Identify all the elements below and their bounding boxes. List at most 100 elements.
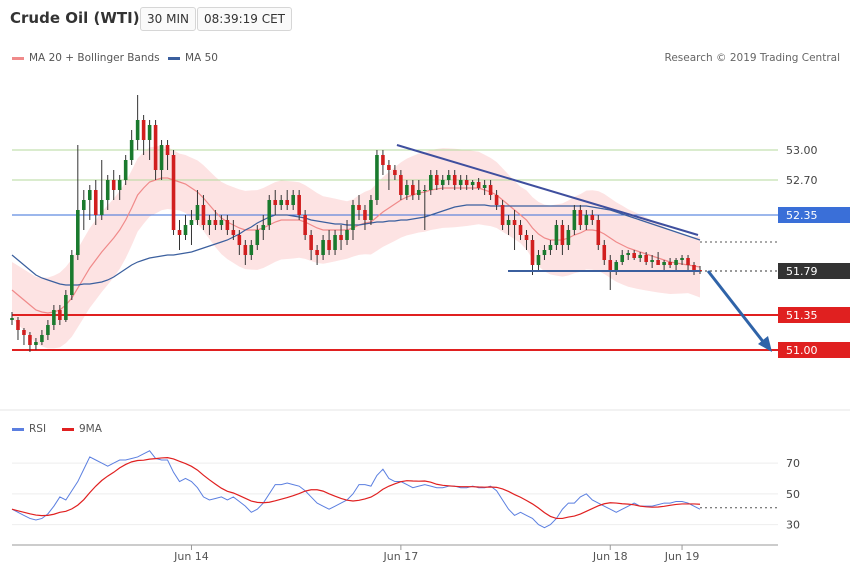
- candle-body: [273, 200, 278, 205]
- candle-body: [686, 258, 690, 265]
- forecast-arrow: [706, 270, 770, 349]
- candle-body: [255, 230, 260, 245]
- ma50-swatch: [168, 56, 180, 60]
- candle-body: [309, 235, 313, 250]
- candle-body: [375, 155, 379, 200]
- candle-body: [363, 210, 367, 220]
- candle-body: [440, 180, 445, 185]
- ma20-swatch: [12, 56, 24, 60]
- candle-body: [111, 180, 116, 190]
- candle-body: [28, 335, 32, 345]
- candle-body: [141, 120, 146, 140]
- candle-body: [153, 125, 158, 170]
- candle-body: [423, 190, 427, 191]
- candle-body: [530, 240, 535, 265]
- candle-body: [692, 265, 696, 270]
- candle-body: [602, 245, 607, 260]
- legend-9ma-label: 9MA: [79, 423, 102, 435]
- legend-ma50: MA 50: [168, 52, 218, 64]
- candle-body: [147, 125, 152, 140]
- candle-body: [494, 195, 499, 205]
- rsi-ma9-line: [11, 457, 701, 520]
- candle-body: [542, 250, 547, 255]
- candle-body: [411, 185, 415, 195]
- legend-ma50-label: MA 50: [185, 52, 218, 64]
- candle-body: [393, 170, 397, 175]
- legend-ma20: MA 20 + Bollinger Bands: [12, 52, 160, 64]
- candle-body: [243, 245, 248, 255]
- candle-body: [297, 195, 301, 215]
- candle-body: [285, 200, 289, 205]
- rsi-line: [11, 450, 701, 529]
- candle-body: [123, 160, 128, 180]
- x-tick-label: Jun 14: [173, 550, 209, 563]
- candle-body: [488, 185, 493, 195]
- candle-body: [201, 205, 206, 225]
- candle-body: [428, 175, 433, 190]
- ma50-line: [11, 204, 701, 286]
- candle-body: [650, 260, 654, 262]
- candle-body: [16, 320, 20, 330]
- candle-body: [644, 255, 648, 262]
- candle-body: [219, 220, 224, 225]
- candle-body: [566, 230, 571, 245]
- candle-body: [46, 325, 50, 335]
- candle-body: [584, 215, 589, 225]
- candle-body: [207, 220, 212, 225]
- candle-body: [387, 165, 391, 170]
- rsi-axis-label: 30: [786, 519, 800, 532]
- x-tick-label: Jun 18: [592, 550, 628, 563]
- level-tag: [778, 307, 850, 323]
- candle-body: [548, 245, 553, 250]
- chart-header: Crude Oil (WTI) 30 MIN 08:39:19 CET: [0, 0, 850, 38]
- candle-body: [135, 120, 140, 140]
- candle-body: [614, 262, 619, 270]
- candle-body: [303, 215, 307, 235]
- candle-body: [626, 253, 631, 255]
- downtrend-line: [396, 144, 699, 236]
- candle-body: [183, 225, 188, 235]
- candle-body: [381, 155, 385, 165]
- candle-body: [434, 175, 439, 185]
- timeframe-badge[interactable]: 30 MIN: [140, 7, 196, 31]
- level-label: 51.00: [786, 344, 818, 357]
- candle-body: [159, 145, 164, 170]
- candle-body: [500, 205, 505, 225]
- level-label: 51.79: [786, 265, 818, 278]
- candle-body: [105, 180, 110, 200]
- candle-body: [315, 250, 319, 255]
- candle-body: [476, 182, 481, 188]
- candle-body: [572, 210, 577, 230]
- candle-body: [578, 210, 583, 225]
- candle-body: [680, 258, 684, 260]
- candle-body: [470, 182, 475, 185]
- candle-body: [662, 262, 666, 265]
- level-label: 51.35: [786, 309, 818, 322]
- candle-body: [638, 255, 642, 258]
- candle-body: [668, 262, 672, 265]
- candle-body: [620, 255, 625, 262]
- candle-body: [261, 225, 266, 230]
- candle-body: [213, 220, 218, 225]
- candle-body: [76, 210, 80, 255]
- ma9-swatch: [62, 427, 74, 431]
- candle-body: [93, 190, 98, 215]
- current-price-tag: [778, 263, 850, 279]
- candle-body: [81, 200, 86, 210]
- candle-body: [117, 180, 122, 190]
- candle-body: [590, 215, 595, 220]
- candle-body: [189, 220, 194, 225]
- candle-body: [351, 205, 355, 230]
- candle-body: [99, 200, 104, 215]
- level-tag: [778, 342, 850, 358]
- level-tag: [778, 207, 850, 223]
- candle-body: [171, 155, 176, 230]
- candle-body: [231, 230, 236, 235]
- candle-body: [40, 335, 44, 342]
- copyright-text: Research © 2019 Trading Central: [664, 52, 841, 64]
- candle-body: [58, 310, 62, 320]
- legend-rsi: RSI: [12, 423, 46, 435]
- legend-ma20-label: MA 20 + Bollinger Bands: [29, 52, 160, 64]
- candle-body: [674, 260, 678, 265]
